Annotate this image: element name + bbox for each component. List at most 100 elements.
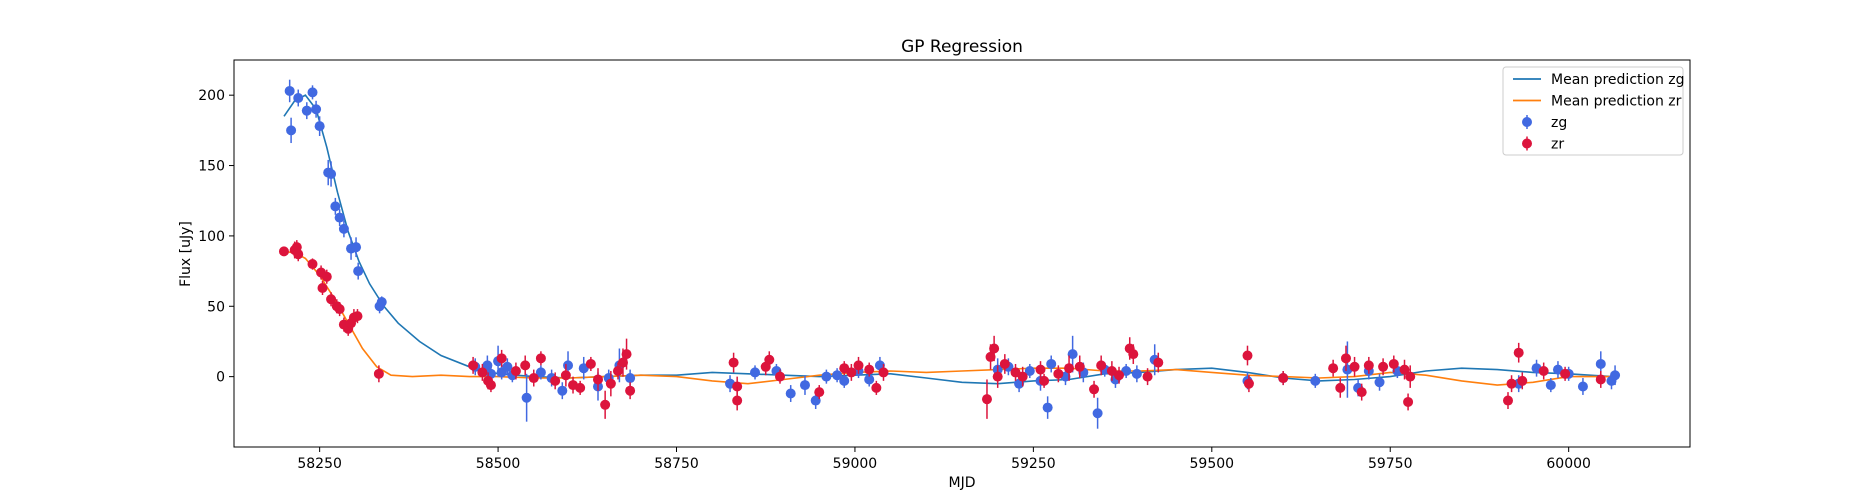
data-point xyxy=(1363,360,1374,371)
legend-entry-zr-marker xyxy=(1522,138,1532,149)
data-point xyxy=(1560,368,1571,379)
plot-content xyxy=(278,79,1621,429)
data-point xyxy=(317,282,328,293)
data-point xyxy=(1096,360,1107,371)
data-point xyxy=(575,382,586,393)
series-points-zr xyxy=(278,240,1606,419)
data-point xyxy=(1278,373,1289,384)
y-tick-label: 150 xyxy=(198,159,225,175)
data-point xyxy=(338,223,349,234)
data-point xyxy=(1517,375,1528,386)
data-point xyxy=(535,367,546,378)
data-point xyxy=(311,104,322,115)
data-point xyxy=(1538,366,1549,377)
data-point xyxy=(764,354,775,365)
legend-entry-mean-zg-label: Mean prediction zg xyxy=(1551,72,1685,88)
x-tick-label: 58750 xyxy=(654,456,699,472)
data-point xyxy=(617,357,628,368)
data-point xyxy=(1067,349,1078,360)
data-point xyxy=(352,311,363,322)
data-point xyxy=(376,297,387,308)
data-point xyxy=(1374,377,1385,388)
data-point xyxy=(1595,374,1606,385)
data-point xyxy=(314,121,325,132)
data-point xyxy=(785,388,796,399)
data-point xyxy=(1046,358,1057,369)
data-point xyxy=(353,266,364,277)
data-point xyxy=(612,366,623,377)
data-point xyxy=(1310,375,1321,386)
data-point xyxy=(1513,347,1524,358)
data-point xyxy=(334,212,345,223)
data-point xyxy=(293,92,304,103)
data-point xyxy=(286,125,297,136)
y-tick-label: 0 xyxy=(216,370,225,386)
data-point xyxy=(485,380,496,391)
data-point xyxy=(521,392,532,403)
x-axis-label: MJD xyxy=(949,475,976,491)
data-point xyxy=(999,358,1010,369)
data-point xyxy=(560,370,571,381)
data-point xyxy=(1595,358,1606,369)
data-point xyxy=(326,168,337,179)
data-point xyxy=(1399,364,1410,375)
data-point xyxy=(482,360,493,371)
data-point xyxy=(520,360,531,371)
data-point xyxy=(732,395,743,406)
data-point xyxy=(621,349,632,360)
legend-entry-zr-label: zr xyxy=(1551,137,1564,153)
data-point xyxy=(1039,375,1050,386)
data-point xyxy=(585,358,596,369)
data-point xyxy=(853,360,864,371)
data-point xyxy=(864,364,875,375)
data-point xyxy=(799,380,810,391)
data-point xyxy=(1017,371,1028,382)
data-point xyxy=(334,304,345,315)
data-point xyxy=(593,374,603,385)
data-point xyxy=(1349,361,1360,372)
data-point xyxy=(1064,363,1075,374)
data-point xyxy=(1128,349,1139,360)
data-point xyxy=(846,367,857,378)
series-points-zg xyxy=(284,79,1621,429)
data-point xyxy=(750,367,761,378)
data-point xyxy=(1340,353,1351,364)
data-point xyxy=(502,361,513,372)
data-point xyxy=(351,242,362,253)
data-point xyxy=(307,87,318,98)
data-point xyxy=(563,360,574,371)
data-point xyxy=(1405,371,1416,382)
data-point xyxy=(1242,350,1253,361)
y-tick-label: 200 xyxy=(198,88,225,104)
data-point xyxy=(1506,378,1517,389)
data-point xyxy=(1378,361,1389,372)
data-point xyxy=(468,360,479,371)
legend-entry-zg-label: zg xyxy=(1551,115,1567,131)
data-point xyxy=(1089,384,1100,395)
data-point xyxy=(330,201,341,212)
data-point xyxy=(321,271,332,282)
data-point xyxy=(810,395,821,406)
data-point xyxy=(1053,368,1064,379)
y-tick-label: 100 xyxy=(198,229,225,245)
data-point xyxy=(1153,357,1164,368)
data-point xyxy=(1577,381,1588,392)
data-point xyxy=(301,105,312,116)
data-point xyxy=(1356,387,1367,398)
data-point xyxy=(985,351,996,362)
data-point xyxy=(814,387,825,398)
data-point xyxy=(1243,378,1254,389)
data-point xyxy=(732,381,743,392)
axis-ticks: 58250 58500 58750 59000 59250 59500 59750 60000… xyxy=(198,88,1591,472)
x-tick-label: 59500 xyxy=(1190,456,1235,472)
data-point xyxy=(535,353,546,364)
data-point xyxy=(1403,396,1414,407)
data-point xyxy=(625,373,636,384)
data-point xyxy=(557,385,568,396)
data-point xyxy=(1092,408,1103,419)
data-point xyxy=(839,375,850,386)
data-point xyxy=(1114,370,1125,381)
x-tick-label: 58500 xyxy=(476,456,521,472)
data-point xyxy=(1503,395,1513,406)
legend-box xyxy=(1502,66,1684,156)
